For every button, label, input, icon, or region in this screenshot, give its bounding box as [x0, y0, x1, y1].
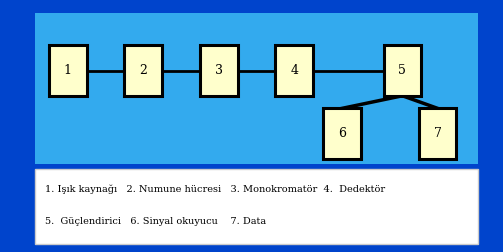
Text: 1. Işık kaynağı   2. Numune hücresi   3. Monokromatör  4.  Dedektör: 1. Işık kaynağı 2. Numune hücresi 3. Mon…: [45, 184, 385, 194]
Bar: [49, 45, 87, 96]
Text: 6: 6: [338, 127, 346, 140]
Bar: [124, 45, 162, 96]
Text: 7: 7: [434, 127, 442, 140]
Bar: [35, 169, 478, 244]
Bar: [275, 45, 313, 96]
Bar: [383, 45, 421, 96]
Text: 5.  Güçlendirici   6. Sinyal okuyucu    7. Data: 5. Güçlendirici 6. Sinyal okuyucu 7. Dat…: [45, 217, 267, 226]
Bar: [418, 108, 456, 159]
Text: 3: 3: [215, 64, 223, 77]
Text: 4: 4: [290, 64, 298, 77]
Bar: [323, 108, 361, 159]
Bar: [200, 45, 237, 96]
Bar: [35, 13, 478, 164]
Text: 2: 2: [139, 64, 147, 77]
Text: 5: 5: [398, 64, 406, 77]
Text: 1: 1: [64, 64, 72, 77]
